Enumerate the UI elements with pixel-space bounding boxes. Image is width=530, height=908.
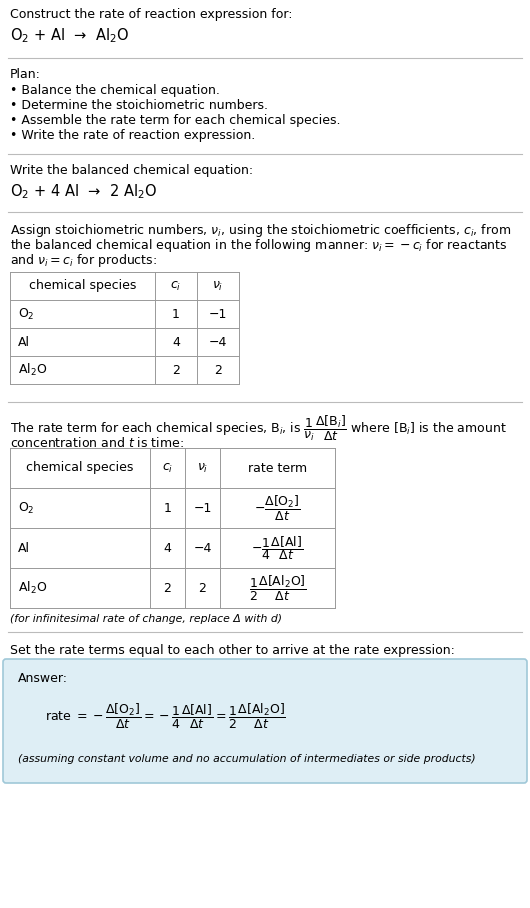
Text: Plan:: Plan: [10, 68, 41, 81]
Text: The rate term for each chemical species, B$_i$, is $\dfrac{1}{\nu_i}\dfrac{\Delt: The rate term for each chemical species,… [10, 414, 507, 443]
Text: 1: 1 [172, 308, 180, 321]
Text: $\nu_i$: $\nu_i$ [213, 280, 224, 292]
Text: • Balance the chemical equation.: • Balance the chemical equation. [10, 84, 220, 97]
Text: chemical species: chemical species [29, 280, 136, 292]
Text: Al$_2$O: Al$_2$O [18, 362, 47, 378]
Text: 2: 2 [199, 581, 207, 595]
Text: 2: 2 [164, 581, 171, 595]
Text: −4: −4 [193, 541, 211, 555]
Text: • Assemble the rate term for each chemical species.: • Assemble the rate term for each chemic… [10, 114, 340, 127]
Text: rate $= -\dfrac{\Delta[\mathrm{O_2}]}{\Delta t} = -\dfrac{1}{4}\dfrac{\Delta[\ma: rate $= -\dfrac{\Delta[\mathrm{O_2}]}{\D… [45, 702, 286, 731]
Text: O$_2$: O$_2$ [18, 307, 34, 321]
Text: $c_i$: $c_i$ [162, 461, 173, 475]
Text: $-\dfrac{\Delta[\mathrm{O_2}]}{\Delta t}$: $-\dfrac{\Delta[\mathrm{O_2}]}{\Delta t}… [254, 493, 301, 522]
Text: −4: −4 [209, 335, 227, 349]
Text: 2: 2 [214, 363, 222, 377]
Text: Construct the rate of reaction expression for:: Construct the rate of reaction expressio… [10, 8, 293, 21]
Text: rate term: rate term [248, 461, 307, 475]
Text: • Write the rate of reaction expression.: • Write the rate of reaction expression. [10, 129, 255, 142]
Text: (assuming constant volume and no accumulation of intermediates or side products): (assuming constant volume and no accumul… [18, 754, 475, 764]
Text: Al: Al [18, 335, 30, 349]
Text: O$_2$ + Al  →  Al$_2$O: O$_2$ + Al → Al$_2$O [10, 26, 129, 44]
Text: Answer:: Answer: [18, 672, 68, 685]
Text: Al$_2$O: Al$_2$O [18, 580, 47, 596]
Text: $\nu_i$: $\nu_i$ [197, 461, 208, 475]
Text: 4: 4 [164, 541, 171, 555]
Text: Al: Al [18, 541, 30, 555]
Text: chemical species: chemical species [26, 461, 134, 475]
FancyBboxPatch shape [3, 659, 527, 783]
Text: O$_2$ + 4 Al  →  2 Al$_2$O: O$_2$ + 4 Al → 2 Al$_2$O [10, 182, 157, 201]
Text: (for infinitesimal rate of change, replace Δ with d): (for infinitesimal rate of change, repla… [10, 614, 282, 624]
Text: $c_i$: $c_i$ [170, 280, 182, 292]
Text: 1: 1 [164, 501, 171, 515]
Text: and $\nu_i = c_i$ for products:: and $\nu_i = c_i$ for products: [10, 252, 157, 269]
Text: • Determine the stoichiometric numbers.: • Determine the stoichiometric numbers. [10, 99, 268, 112]
Text: Write the balanced chemical equation:: Write the balanced chemical equation: [10, 164, 253, 177]
Text: 2: 2 [172, 363, 180, 377]
Text: Set the rate terms equal to each other to arrive at the rate expression:: Set the rate terms equal to each other t… [10, 644, 455, 657]
Text: 4: 4 [172, 335, 180, 349]
Text: $-\dfrac{1}{4}\dfrac{\Delta[\mathrm{Al}]}{\Delta t}$: $-\dfrac{1}{4}\dfrac{\Delta[\mathrm{Al}]… [251, 534, 304, 562]
Text: −1: −1 [193, 501, 211, 515]
Text: O$_2$: O$_2$ [18, 500, 34, 516]
Text: −1: −1 [209, 308, 227, 321]
Text: Assign stoichiometric numbers, $\nu_i$, using the stoichiometric coefficients, $: Assign stoichiometric numbers, $\nu_i$, … [10, 222, 511, 239]
Text: concentration and $t$ is time:: concentration and $t$ is time: [10, 436, 184, 450]
Text: the balanced chemical equation in the following manner: $\nu_i = -c_i$ for react: the balanced chemical equation in the fo… [10, 237, 508, 254]
Text: $\dfrac{1}{2}\dfrac{\Delta[\mathrm{Al_2O}]}{\Delta t}$: $\dfrac{1}{2}\dfrac{\Delta[\mathrm{Al_2O… [249, 574, 306, 603]
